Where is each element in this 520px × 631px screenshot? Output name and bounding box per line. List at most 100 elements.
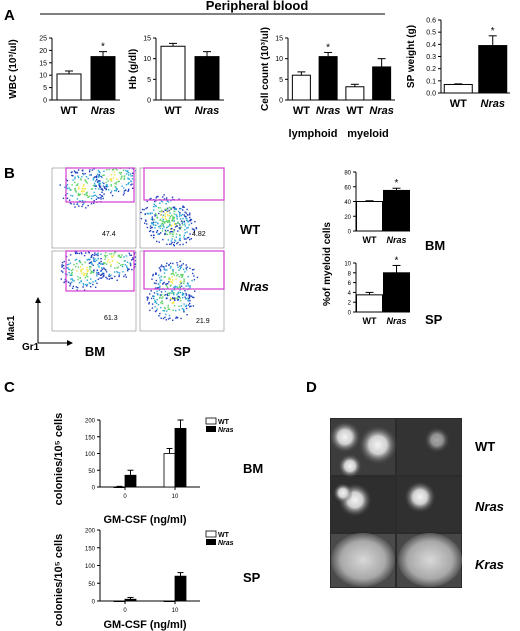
event-dot (176, 286, 178, 288)
event-dot (102, 163, 103, 164)
event-dot (156, 308, 158, 310)
event-dot (118, 159, 119, 160)
event-dot (129, 254, 131, 256)
event-dot (173, 231, 175, 233)
event-dot (102, 162, 103, 163)
event-dot (181, 292, 184, 294)
event-dot (160, 264, 163, 266)
event-dot (86, 271, 89, 273)
event-dot (165, 203, 167, 205)
panel-label-c: C (4, 379, 15, 396)
event-dot (156, 298, 158, 301)
event-dot (102, 174, 104, 176)
event-dot (182, 296, 184, 299)
event-dot (173, 297, 176, 299)
event-dot (116, 267, 118, 269)
event-dot (189, 220, 192, 222)
event-dot (140, 211, 142, 214)
event-dot (74, 259, 77, 261)
event-dot (178, 296, 180, 298)
event-dot (179, 284, 181, 286)
event-dot (86, 182, 89, 184)
event-dot (160, 218, 162, 221)
event-dot (159, 210, 161, 213)
event-dot (81, 169, 83, 172)
event-dot (168, 206, 171, 209)
event-dot (95, 286, 97, 288)
event-dot (167, 229, 169, 232)
event-dot (179, 224, 181, 226)
event-dot (96, 282, 98, 284)
event-dot (149, 213, 151, 215)
y-tick-label: 80 (344, 171, 351, 177)
event-dot (91, 263, 93, 265)
event-dot (75, 184, 78, 187)
event-dot (193, 268, 195, 271)
event-dot (156, 290, 158, 292)
event-dot (166, 208, 168, 210)
event-dot (179, 207, 181, 210)
event-dot (173, 213, 175, 215)
event-dot (81, 272, 83, 274)
event-dot (115, 181, 118, 184)
bar (56, 73, 82, 101)
event-dot (72, 285, 75, 288)
bar (124, 598, 137, 602)
event-dot (179, 212, 181, 214)
event-dot (73, 263, 75, 266)
category-label: WT (363, 235, 377, 245)
category-label: WT (293, 105, 310, 117)
event-dot (90, 202, 93, 205)
event-dot (127, 178, 129, 180)
myeloid-sp-chart: 0 2 4 6 8 10 WT * Nras (344, 255, 410, 326)
event-dot (90, 254, 93, 257)
event-dot (165, 313, 167, 316)
dot-plot-events (140, 194, 198, 247)
event-dot (78, 194, 81, 196)
event-dot (111, 169, 114, 171)
event-dot (80, 280, 82, 282)
event-dot (94, 280, 97, 282)
event-dot (165, 319, 167, 321)
event-dot (98, 197, 100, 199)
event-dot (66, 267, 68, 269)
event-dot (163, 267, 166, 270)
event-dot (88, 195, 91, 197)
event-dot (159, 268, 162, 271)
event-dot (70, 189, 72, 191)
event-dot (84, 188, 87, 190)
event-dot (164, 308, 166, 310)
event-dot (169, 233, 171, 235)
event-dot (81, 192, 84, 195)
event-dot (118, 274, 120, 276)
event-dot (153, 209, 155, 211)
event-dot (110, 274, 112, 276)
event-dot (92, 271, 95, 274)
event-dot (176, 298, 179, 300)
y-tick-label: 0.3 (426, 54, 436, 61)
event-dot (80, 261, 82, 264)
event-dot (155, 212, 157, 215)
event-dot (115, 168, 117, 170)
event-dot (175, 309, 177, 312)
bar (90, 56, 116, 101)
event-dot (174, 208, 176, 210)
event-dot (183, 310, 185, 312)
event-dot (69, 285, 71, 287)
event-dot (70, 203, 72, 205)
event-dot (155, 302, 158, 304)
event-dot (98, 175, 101, 177)
event-dot (75, 286, 77, 288)
event-dot (131, 178, 134, 180)
event-dot (161, 300, 163, 303)
event-dot (185, 238, 187, 240)
event-dot (159, 285, 161, 287)
event-dot (185, 264, 187, 266)
event-dot (156, 230, 159, 232)
event-dot (125, 276, 127, 278)
event-dot (79, 277, 81, 279)
event-dot (158, 241, 160, 243)
event-dot (76, 252, 78, 254)
event-dot (150, 234, 152, 237)
event-dot (172, 269, 175, 271)
